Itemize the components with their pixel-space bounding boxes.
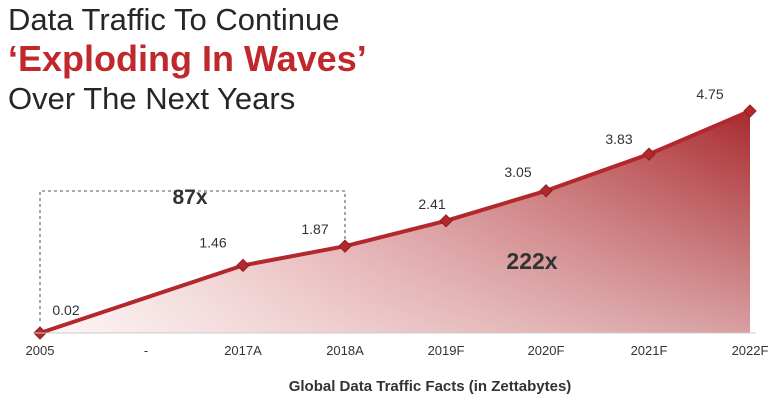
x-tick-gap: - bbox=[144, 343, 148, 358]
title-line-2: ‘Exploding In Waves’ bbox=[8, 38, 367, 79]
bracket-layer: 87x 222x bbox=[39, 186, 558, 321]
data-label-2019F: 2.41 bbox=[418, 196, 445, 212]
data-point-2017A bbox=[236, 258, 250, 273]
x-tick-2005: 2005 bbox=[26, 343, 55, 358]
data-point-2018A bbox=[338, 239, 352, 253]
marker-layer bbox=[33, 104, 757, 340]
data-label-2020F: 3.05 bbox=[504, 164, 531, 180]
area-layer bbox=[40, 111, 750, 333]
x-axis: 2005 - 2017A 2018A 2019F 2020F 2021F 2022F bbox=[26, 332, 769, 358]
x-tick-2017A: 2017A bbox=[224, 343, 262, 358]
annotation-87x: 87x bbox=[172, 186, 207, 209]
title-block: Data Traffic To Continue ‘Exploding In W… bbox=[8, 4, 367, 114]
data-point-2020F bbox=[539, 184, 553, 198]
bracket-87x bbox=[39, 190, 346, 321]
data-point-2022F bbox=[743, 104, 757, 118]
data-label-2018A: 1.87 bbox=[301, 221, 328, 237]
data-point-2021F bbox=[642, 147, 656, 161]
x-tick-2022F: 2022F bbox=[732, 343, 769, 358]
label-layer: 0.02 1.46 1.87 2.41 3.05 3.83 4.75 bbox=[52, 86, 723, 318]
x-tick-2018A: 2018A bbox=[326, 343, 364, 358]
area-fade bbox=[40, 111, 750, 333]
data-label-2005: 0.02 bbox=[52, 302, 79, 318]
data-label-2017A: 1.46 bbox=[199, 234, 226, 250]
data-point-2019F bbox=[439, 214, 453, 228]
data-label-2022F: 4.75 bbox=[696, 86, 723, 102]
title-line-1: Data Traffic To Continue bbox=[8, 2, 340, 37]
data-label-2021F: 3.83 bbox=[605, 131, 632, 147]
annotation-222x: 222x bbox=[506, 248, 557, 274]
x-tick-2020F: 2020F bbox=[528, 343, 565, 358]
x-tick-2021F: 2021F bbox=[631, 343, 668, 358]
title-line-3: Over The Next Years bbox=[8, 81, 296, 116]
x-tick-2019F: 2019F bbox=[428, 343, 465, 358]
x-axis-title: Global Data Traffic Facts (in Zettabytes… bbox=[289, 378, 572, 395]
